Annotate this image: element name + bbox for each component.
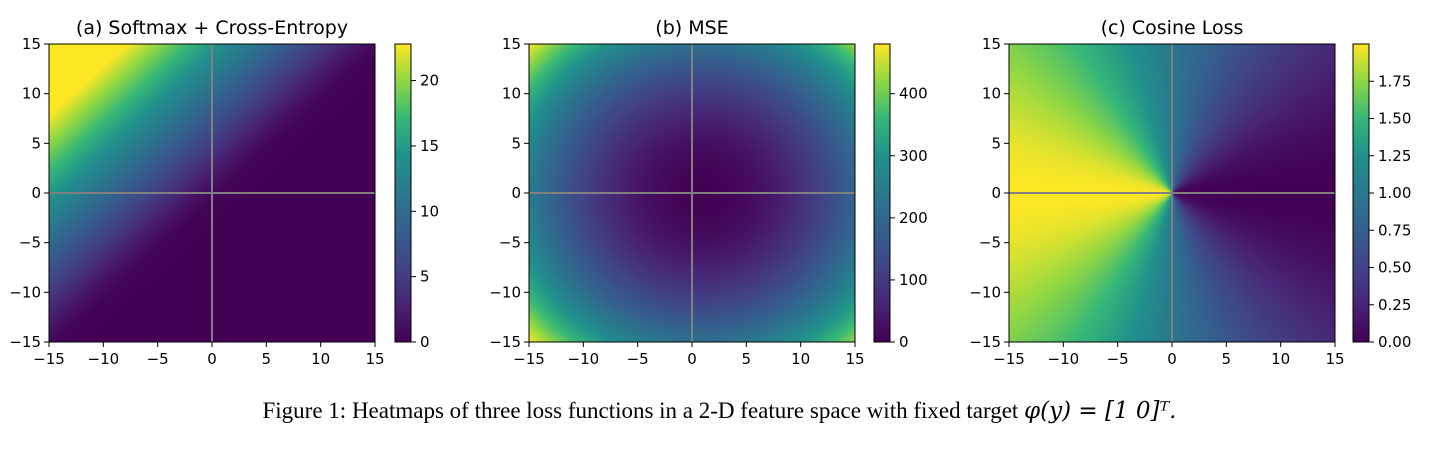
colorbar-tick-label: 5 xyxy=(420,268,430,286)
x-tick-label: −5 xyxy=(1107,350,1129,368)
chart-title: (c) Cosine Loss xyxy=(1101,17,1244,39)
figure-caption: Figure 1: Heatmaps of three loss functio… xyxy=(0,398,1439,424)
y-tick-label: −5 xyxy=(979,234,1001,252)
y-tick-label: 15 xyxy=(502,35,521,53)
y-tick-label: −10 xyxy=(9,283,41,301)
colorbar-gradient xyxy=(395,44,411,342)
y-tick-label: −15 xyxy=(9,333,41,351)
colorbar-tick-label: 1.75 xyxy=(1378,72,1411,90)
y-tick-label: 0 xyxy=(31,184,41,202)
colorbar-gradient xyxy=(874,44,890,342)
caption-math: φ(y) = [1 0]ᵀ. xyxy=(1024,398,1177,424)
panel-mse: (b) MSE −15 −10 −5 0 5 10 15 −15 −10 −5 0 5 10 15 0 100 2… xyxy=(489,17,927,368)
colorbar-tick-label: 0 xyxy=(420,333,430,351)
y-tick-label: 15 xyxy=(22,35,41,53)
colorbar-gradient xyxy=(1353,44,1369,342)
y-tick-label: −5 xyxy=(499,234,521,252)
colorbar-tick-label: 1.00 xyxy=(1378,184,1411,202)
x-tick-label: 10 xyxy=(1271,350,1290,368)
y-tick-label: 0 xyxy=(991,184,1001,202)
y-tick-label: 5 xyxy=(31,134,41,152)
y-tick-label: −10 xyxy=(489,283,521,301)
colorbar-tick-label: 15 xyxy=(420,137,439,155)
colorbar-tick-label: 400 xyxy=(899,85,928,103)
x-tick-label: 15 xyxy=(845,350,864,368)
panel-cosine-loss: (c) Cosine Loss −15 −10 −5 0 5 10 15 −15 −10 −5 0 5 1… xyxy=(969,17,1411,368)
colorbar-tick-label: 10 xyxy=(420,202,439,220)
chart-title: (b) MSE xyxy=(655,17,728,39)
x-tick-label: −5 xyxy=(627,350,649,368)
colorbar-tick-label: 0.50 xyxy=(1378,259,1411,277)
colorbar-tick-label: 0.25 xyxy=(1378,296,1411,314)
x-tick-label: −5 xyxy=(147,350,169,368)
colorbar-tick-label: 20 xyxy=(420,72,439,90)
colorbar-tick-label: 300 xyxy=(899,147,928,165)
colorbar-tick-label: 0.00 xyxy=(1378,333,1411,351)
x-tick-label: −10 xyxy=(568,350,600,368)
y-tick-label: −5 xyxy=(19,234,41,252)
x-tick-label: −10 xyxy=(1048,350,1080,368)
y-tick-label: 5 xyxy=(511,134,521,152)
colorbar-tick-label: 200 xyxy=(899,209,928,227)
x-tick-label: −10 xyxy=(88,350,120,368)
x-tick-label: 5 xyxy=(262,350,272,368)
caption-text: Figure 1: Heatmaps of three loss functio… xyxy=(262,398,1019,423)
colorbar-frame xyxy=(394,43,412,343)
x-tick-label: 10 xyxy=(311,350,330,368)
x-tick-label: 5 xyxy=(1222,350,1232,368)
colorbar-tick-label: 100 xyxy=(899,271,928,289)
x-tick-label: −15 xyxy=(993,350,1025,368)
x-tick-label: −15 xyxy=(33,350,65,368)
y-tick-label: 10 xyxy=(982,85,1001,103)
x-tick-label: 15 xyxy=(365,350,384,368)
x-tick-label: −15 xyxy=(513,350,545,368)
x-tick-label: 0 xyxy=(207,350,217,368)
y-tick-label: 10 xyxy=(22,85,41,103)
y-tick-label: 5 xyxy=(991,134,1001,152)
colorbar-tick-label: 0.75 xyxy=(1378,221,1411,239)
y-tick-label: −15 xyxy=(489,333,521,351)
y-tick-label: 0 xyxy=(511,184,521,202)
x-tick-label: 15 xyxy=(1325,350,1344,368)
y-tick-label: 15 xyxy=(982,35,1001,53)
x-tick-label: 10 xyxy=(791,350,810,368)
figure-svg: (a) Softmax + Cross-Entropy −15 −10 −5 0 5 10 1… xyxy=(9,17,1411,368)
y-tick-label: −15 xyxy=(969,333,1001,351)
colorbar-frame xyxy=(873,43,891,343)
x-tick-label: 0 xyxy=(687,350,697,368)
y-tick-label: −10 xyxy=(969,283,1001,301)
colorbar-tick-label: 1.25 xyxy=(1378,147,1411,165)
panel-softmax-cross-entropy: (a) Softmax + Cross-Entropy −15 −10 −5 0 5 10 1… xyxy=(9,17,439,368)
colorbar-tick-label: 1.50 xyxy=(1378,110,1411,128)
x-tick-label: 5 xyxy=(742,350,752,368)
colorbar-tick-label: 0 xyxy=(899,333,909,351)
y-tick-label: 10 xyxy=(502,85,521,103)
chart-title: (a) Softmax + Cross-Entropy xyxy=(76,17,348,39)
x-tick-label: 0 xyxy=(1167,350,1177,368)
